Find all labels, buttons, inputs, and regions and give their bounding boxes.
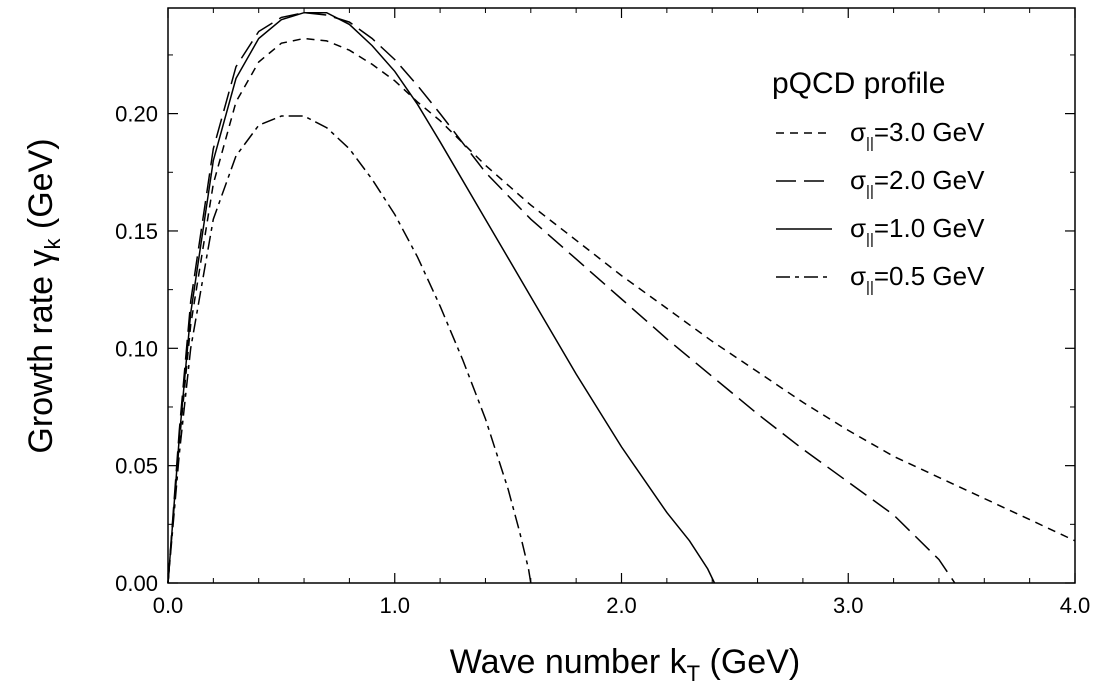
legend: pQCD profile σ||=3.0 GeV σ||=2.0 GeV σ||=1…	[772, 67, 985, 296]
y-tick-label: 0.15	[115, 219, 158, 244]
y-tick-label: 0.05	[115, 454, 158, 479]
legend-label: σ||=3.0 GeV	[850, 117, 985, 152]
series-line-3	[167, 11, 716, 584]
series-line-1	[167, 37, 1076, 584]
legend-entries: σ||=3.0 GeV σ||=2.0 GeV σ||=1.0 GeV σ||=0.5…	[776, 117, 985, 296]
series-lines	[167, 11, 1076, 584]
y-tick-label: 0.10	[115, 336, 158, 361]
legend-title: pQCD profile	[772, 67, 945, 100]
x-axis-title: Wave number kT (GeV)	[450, 643, 800, 683]
y-axis-title: Growth rate γk (GeV)	[22, 138, 65, 453]
axis-tick-labels: 0.0 1.0 2.0 3.0 4.0 0.00 0.05 0.10 0.15 0.20	[115, 102, 1090, 618]
y-tick-label: 0.00	[115, 571, 158, 596]
x-tick-label: 3.0	[833, 593, 864, 618]
x-tick-label: 0.0	[153, 593, 184, 618]
y-tick-label: 0.20	[115, 102, 158, 127]
series-line-4	[167, 115, 532, 584]
x-tick-label: 1.0	[379, 593, 410, 618]
legend-label: σ||=1.0 GeV	[850, 213, 985, 248]
x-tick-label: 4.0	[1060, 593, 1091, 618]
series-line-2	[167, 11, 956, 584]
x-tick-label: 2.0	[606, 593, 637, 618]
axis-ticks	[167, 8, 1076, 584]
legend-label: σ||=2.0 GeV	[850, 165, 985, 200]
legend-label: σ||=0.5 GeV	[850, 261, 985, 296]
